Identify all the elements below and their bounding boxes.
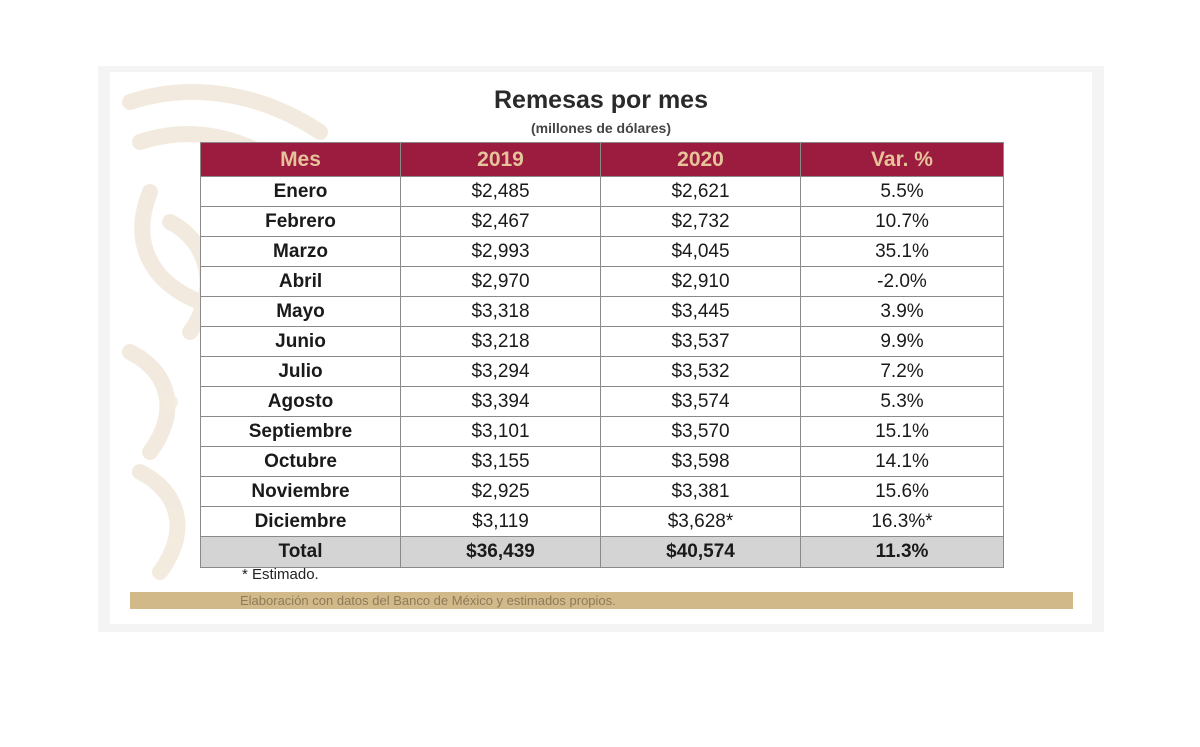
total-2020-cell: $40,574	[600, 536, 801, 568]
value-2020-cell: $2,621	[600, 176, 801, 207]
variation-cell: 10.7%	[800, 206, 1004, 237]
table-row: Junio $3,218 $3,537 9.9%	[200, 326, 1004, 357]
month-cell: Julio	[200, 356, 401, 387]
total-variation-cell: 11.3%	[800, 536, 1004, 568]
value-2020-cell: $3,537	[600, 326, 801, 357]
slide: Remesas por mes (millones de dólares) Me…	[110, 72, 1092, 624]
variation-cell: 5.3%	[800, 386, 1004, 417]
value-2020-cell: $3,532	[600, 356, 801, 387]
month-cell: Noviembre	[200, 476, 401, 507]
header-2019: 2019	[400, 142, 601, 177]
table-row: Mayo $3,318 $3,445 3.9%	[200, 296, 1004, 327]
month-cell: Enero	[200, 176, 401, 207]
variation-cell: -2.0%	[800, 266, 1004, 297]
month-cell: Marzo	[200, 236, 401, 267]
value-2020-cell: $3,598	[600, 446, 801, 477]
header-var: Var. %	[800, 142, 1004, 177]
month-cell: Abril	[200, 266, 401, 297]
value-2020-cell: $3,381	[600, 476, 801, 507]
value-2019-cell: $3,318	[400, 296, 601, 327]
header-2020: 2020	[600, 142, 801, 177]
month-cell: Octubre	[200, 446, 401, 477]
source-note: Elaboración con datos del Banco de Méxic…	[240, 593, 616, 608]
variation-cell: 15.1%	[800, 416, 1004, 447]
month-cell: Febrero	[200, 206, 401, 237]
value-2019-cell: $3,394	[400, 386, 601, 417]
remittances-table: Mes 2019 2020 Var. % Enero $2,485 $2,621…	[200, 142, 1004, 568]
value-2020-cell: $2,910	[600, 266, 801, 297]
month-cell: Diciembre	[200, 506, 401, 537]
table-row: Enero $2,485 $2,621 5.5%	[200, 176, 1004, 207]
total-row: Total $36,439 $40,574 11.3%	[200, 536, 1004, 568]
month-cell: Agosto	[200, 386, 401, 417]
value-2019-cell: $2,485	[400, 176, 601, 207]
variation-cell: 7.2%	[800, 356, 1004, 387]
variation-cell: 35.1%	[800, 236, 1004, 267]
page-title: Remesas por mes	[493, 86, 708, 114]
value-2019-cell: $3,119	[400, 506, 601, 537]
value-2019-cell: $2,925	[400, 476, 601, 507]
table-row: Abril $2,970 $2,910 -2.0%	[200, 266, 1004, 297]
month-cell: Junio	[200, 326, 401, 357]
value-2020-cell: $4,045	[600, 236, 801, 267]
table-row: Julio $3,294 $3,532 7.2%	[200, 356, 1004, 387]
table-row: Noviembre $2,925 $3,381 15.6%	[200, 476, 1004, 507]
page-subtitle: (millones de dólares)	[530, 120, 672, 136]
value-2019-cell: $2,467	[400, 206, 601, 237]
variation-cell: 15.6%	[800, 476, 1004, 507]
value-2019-cell: $2,970	[400, 266, 601, 297]
table-header-row: Mes 2019 2020 Var. %	[200, 142, 1004, 177]
variation-cell: 9.9%	[800, 326, 1004, 357]
variation-cell: 14.1%	[800, 446, 1004, 477]
value-2020-cell: $3,574	[600, 386, 801, 417]
table-row: Agosto $3,394 $3,574 5.3%	[200, 386, 1004, 417]
month-cell: Septiembre	[200, 416, 401, 447]
total-label-cell: Total	[200, 536, 401, 568]
table-row: Octubre $3,155 $3,598 14.1%	[200, 446, 1004, 477]
variation-cell: 5.5%	[800, 176, 1004, 207]
month-cell: Mayo	[200, 296, 401, 327]
value-2020-cell: $3,445	[600, 296, 801, 327]
source-bar	[130, 592, 1073, 609]
value-2019-cell: $3,101	[400, 416, 601, 447]
table-row: Septiembre $3,101 $3,570 15.1%	[200, 416, 1004, 447]
value-2020-cell: $2,732	[600, 206, 801, 237]
value-2020-cell: $3,570	[600, 416, 801, 447]
header-mes: Mes	[200, 142, 401, 177]
value-2019-cell: $2,993	[400, 236, 601, 267]
value-2019-cell: $3,294	[400, 356, 601, 387]
table-row: Febrero $2,467 $2,732 10.7%	[200, 206, 1004, 237]
footnote: * Estimado.	[242, 566, 319, 583]
value-2020-cell: $3,628*	[600, 506, 801, 537]
variation-cell: 3.9%	[800, 296, 1004, 327]
value-2019-cell: $3,155	[400, 446, 601, 477]
value-2019-cell: $3,218	[400, 326, 601, 357]
total-2019-cell: $36,439	[400, 536, 601, 568]
variation-cell: 16.3%*	[800, 506, 1004, 537]
table-row: Diciembre $3,119 $3,628* 16.3%*	[200, 506, 1004, 537]
table-row: Marzo $2,993 $4,045 35.1%	[200, 236, 1004, 267]
